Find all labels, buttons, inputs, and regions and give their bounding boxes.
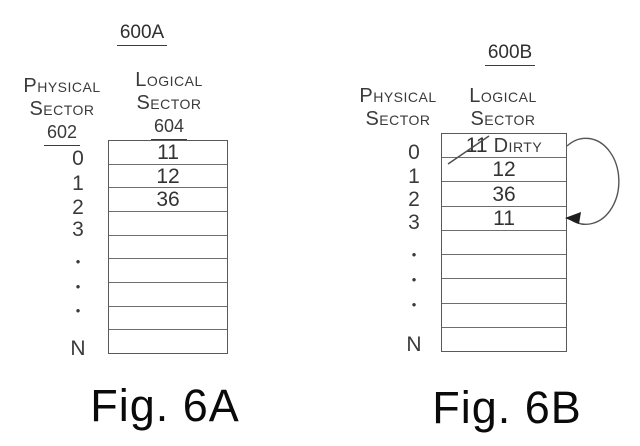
row-label: 0	[408, 141, 420, 164]
ref-numeral-602-wrap: 602	[12, 121, 112, 146]
ref-numeral-600b: 600B	[484, 42, 536, 66]
physical-sector-line2: Sector	[365, 108, 431, 130]
logical-sector-line2: Sector	[136, 92, 202, 114]
row-label: N	[406, 333, 422, 356]
ellipsis-dot: •	[411, 272, 417, 287]
remap-arrow-curve	[566, 137, 620, 225]
row-label: N	[70, 337, 86, 360]
logical-sector-line2: Sector	[470, 108, 536, 130]
sector-cell	[442, 278, 566, 302]
sector-cell	[442, 302, 566, 327]
sector-cell	[109, 211, 227, 235]
ref-numeral-604: 604	[150, 115, 188, 140]
logical-sector-header-a: Logical Sector 604	[119, 69, 219, 140]
physical-sector-line1: Physical	[23, 75, 101, 97]
figure-6a-caption: Fig. 6A	[90, 380, 240, 431]
remap-arrow-head	[565, 212, 581, 224]
logical-sector-line1: Logical	[135, 69, 203, 91]
ellipsis-dot: •	[75, 254, 81, 269]
dirty-label: Dirty	[493, 134, 543, 157]
sector-cell	[109, 234, 227, 259]
ellipsis-dot: •	[411, 297, 417, 312]
logical-sector-table-a: 11 12 36	[108, 140, 228, 354]
sector-cell	[109, 329, 227, 353]
row-label: 3	[408, 211, 420, 234]
sector-cell: 36	[109, 187, 227, 211]
sector-cell: 12	[442, 157, 566, 181]
figure-6a-ref-label: 600A	[92, 22, 192, 46]
remapped-sector-cell: 11	[442, 205, 566, 230]
sector-cell	[109, 282, 227, 306]
figure-6b-caption: Fig. 6B	[432, 382, 582, 433]
sector-cell	[109, 258, 227, 282]
physical-sector-header-a: Physical Sector 602	[12, 75, 112, 146]
sector-cell: 36	[442, 181, 566, 205]
logical-sector-header-b: Logical Sector	[453, 85, 553, 131]
row-label: 3	[72, 218, 84, 241]
row-label: 0	[72, 147, 84, 170]
sector-cell: 12	[109, 163, 227, 188]
sector-cell: 11	[157, 140, 179, 164]
ellipsis-dot: •	[75, 279, 81, 294]
logical-sector-table-b: 11 Dirty 12 36 11	[441, 133, 567, 352]
row-label: 1	[72, 172, 84, 195]
ref-numeral-604-wrap: 604	[119, 115, 219, 140]
sector-cell	[442, 229, 566, 254]
physical-sector-header-b: Physical Sector	[348, 85, 448, 131]
figure-6b-ref-label: 600B	[460, 42, 560, 66]
sector-cell	[442, 326, 566, 351]
dirty-sector-value: 11	[465, 134, 488, 158]
physical-sector-line1: Physical	[359, 85, 437, 107]
ref-numeral-602: 602	[43, 121, 81, 146]
row-label: 1	[408, 165, 420, 188]
ref-numeral-600a: 600A	[116, 22, 168, 46]
dirty-sector-cell: 11 Dirty	[442, 134, 566, 157]
row-label: 2	[408, 188, 420, 211]
row-label: 2	[72, 196, 84, 219]
sector-cell	[442, 254, 566, 278]
physical-sector-line2: Sector	[29, 98, 95, 120]
logical-sector-line1: Logical	[469, 85, 537, 107]
ellipsis-dot: •	[75, 303, 81, 318]
sector-cell	[109, 305, 227, 330]
ellipsis-dot: •	[411, 247, 417, 262]
